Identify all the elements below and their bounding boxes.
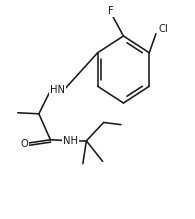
- Text: Cl: Cl: [158, 24, 168, 34]
- Text: F: F: [108, 6, 114, 16]
- Text: NH: NH: [63, 136, 78, 146]
- Text: HN: HN: [50, 85, 65, 95]
- Text: O: O: [20, 139, 28, 149]
